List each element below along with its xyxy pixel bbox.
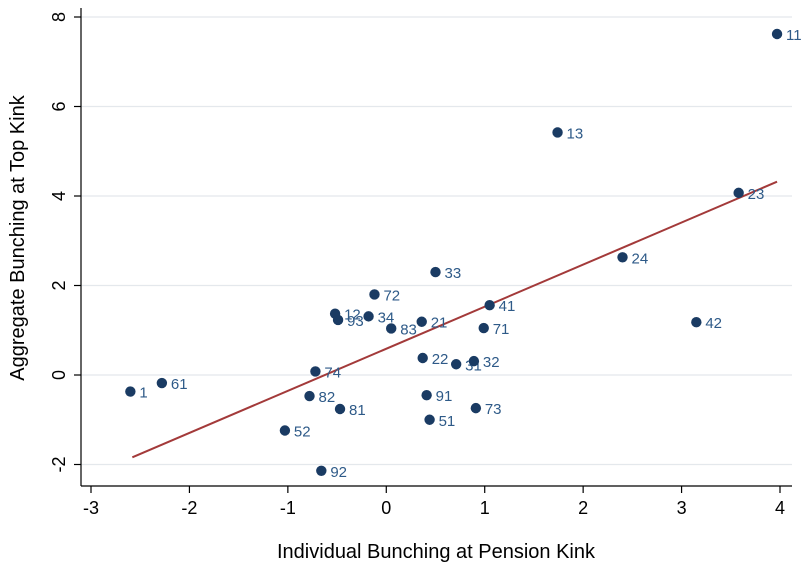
data-point-34 xyxy=(363,311,374,322)
point-label-82: 82 xyxy=(319,389,336,406)
data-point-1 xyxy=(125,386,136,397)
x-tick-label: -3 xyxy=(83,498,99,518)
point-label-22: 22 xyxy=(432,351,449,368)
data-point-61 xyxy=(156,377,168,389)
point-label-73: 73 xyxy=(485,401,502,418)
point-label-13: 13 xyxy=(567,125,584,142)
point-label-21: 21 xyxy=(431,315,448,332)
point-label-1: 1 xyxy=(139,385,147,402)
point-label-41: 41 xyxy=(499,298,516,315)
data-point-83 xyxy=(386,323,397,334)
data-point-71 xyxy=(478,322,489,334)
x-tick-label: 2 xyxy=(578,498,588,518)
point-label-51: 51 xyxy=(439,413,456,430)
fit-line xyxy=(131,180,778,459)
y-tick-label: -2 xyxy=(49,456,69,472)
data-points: 1113232442337241123493218371223132746118… xyxy=(125,27,802,481)
data-point-52 xyxy=(279,425,291,436)
point-label-23: 23 xyxy=(748,186,765,203)
point-label-33: 33 xyxy=(445,265,462,282)
data-point-21 xyxy=(416,316,427,327)
point-label-34: 34 xyxy=(378,309,395,326)
data-point-42 xyxy=(691,316,702,328)
point-label-74: 74 xyxy=(324,364,341,381)
point-label-81: 81 xyxy=(349,402,366,419)
data-point-74 xyxy=(310,366,321,377)
x-tick-label: 0 xyxy=(381,498,391,518)
point-label-92: 92 xyxy=(330,464,347,481)
data-point-91 xyxy=(421,389,432,401)
point-label-93: 93 xyxy=(347,313,364,330)
data-point-22 xyxy=(417,352,428,364)
y-tick-label: 2 xyxy=(49,280,69,290)
data-point-24 xyxy=(617,252,628,263)
data-point-93 xyxy=(332,314,344,326)
data-point-13 xyxy=(552,127,563,138)
x-tick-label: 4 xyxy=(775,498,785,518)
point-label-71: 71 xyxy=(493,321,510,338)
point-label-32: 32 xyxy=(483,354,500,371)
grid-lines xyxy=(81,16,792,466)
point-label-91: 91 xyxy=(436,388,453,405)
y-tick-label: 4 xyxy=(49,191,69,201)
y-axis-label: Aggregate Bunching at Top Kink xyxy=(7,94,29,380)
data-point-81 xyxy=(334,403,346,415)
y-tick-label: 8 xyxy=(49,12,69,22)
data-point-23 xyxy=(733,187,744,199)
point-label-61: 61 xyxy=(171,376,188,393)
y-tick-label: 6 xyxy=(49,101,69,111)
data-point-73 xyxy=(470,402,482,414)
point-label-72: 72 xyxy=(383,287,400,304)
axes xyxy=(80,8,792,487)
point-label-24: 24 xyxy=(632,250,649,267)
x-tick-label: 3 xyxy=(677,498,687,518)
data-point-33 xyxy=(430,266,441,278)
point-label-42: 42 xyxy=(705,315,722,332)
x-tick-label: 1 xyxy=(480,498,490,518)
data-point-82 xyxy=(304,390,315,402)
point-label-83: 83 xyxy=(400,321,417,338)
x-tick-label: -1 xyxy=(280,498,296,518)
point-label-12: 12 xyxy=(344,307,361,324)
x-axis-label: Individual Bunching at Pension Kink xyxy=(277,541,596,563)
data-point-31 xyxy=(450,359,462,370)
data-point-92 xyxy=(316,465,327,476)
data-point-72 xyxy=(369,289,380,300)
x-tick-label: -2 xyxy=(181,498,197,518)
data-point-32 xyxy=(468,355,480,367)
data-point-51 xyxy=(424,414,435,425)
y-tick-label: 0 xyxy=(49,370,69,380)
data-point-11 xyxy=(771,28,783,40)
point-label-52: 52 xyxy=(294,423,311,440)
data-point-41 xyxy=(484,299,495,311)
point-label-11: 11 xyxy=(786,27,802,44)
fit-line-group xyxy=(131,180,778,459)
